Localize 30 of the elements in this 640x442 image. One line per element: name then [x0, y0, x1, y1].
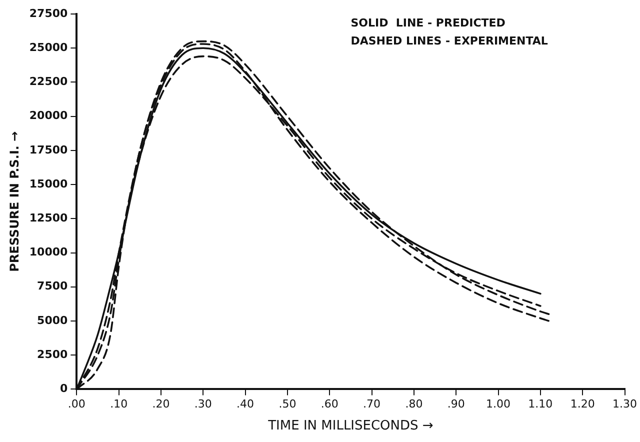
- y-tick-label: 12500: [29, 212, 68, 225]
- x-tick-label: .80: [405, 398, 423, 411]
- x-tick-label: .50: [278, 398, 296, 411]
- annotation: SOLID LINE - PREDICTED: [350, 16, 506, 30]
- x-tick-label: .90: [447, 398, 465, 411]
- annotation: DASHED LINES - EXPERIMENTAL: [350, 34, 548, 48]
- x-axis-title: TIME IN MILLISECONDS →: [267, 418, 434, 434]
- x-tick-label: .20: [152, 398, 170, 411]
- x-tick-label: .30: [194, 398, 212, 411]
- x-tick-label: 1.00: [486, 398, 511, 411]
- y-tick-label: 0: [60, 382, 68, 396]
- x-tick-label: 1.30: [612, 398, 638, 411]
- y-tick-label: 25000: [29, 40, 68, 54]
- x-tick-label: .10: [110, 398, 128, 411]
- y-tick-label: 2500: [37, 348, 68, 361]
- x-tick-label: .70: [363, 398, 381, 411]
- x-tick-label: .00: [68, 398, 86, 411]
- y-tick-label: 10000: [29, 246, 68, 259]
- y-tick-label: 15000: [29, 177, 68, 190]
- x-tick-label: 1.20: [570, 398, 595, 411]
- x-tick-label: 1.10: [528, 398, 553, 411]
- y-tick-label: 22500: [29, 75, 68, 88]
- y-tick-label: 27500: [29, 6, 68, 20]
- y-axis-title: PRESSURE IN P.S.I. →: [7, 131, 22, 272]
- x-tick-label: .60: [320, 398, 338, 411]
- y-tick-label: 17500: [29, 143, 68, 156]
- y-tick-label: 5000: [37, 314, 68, 327]
- x-tick-label: .40: [236, 398, 254, 411]
- y-tick-label: 20000: [29, 109, 68, 122]
- y-tick-label: 7500: [37, 280, 68, 293]
